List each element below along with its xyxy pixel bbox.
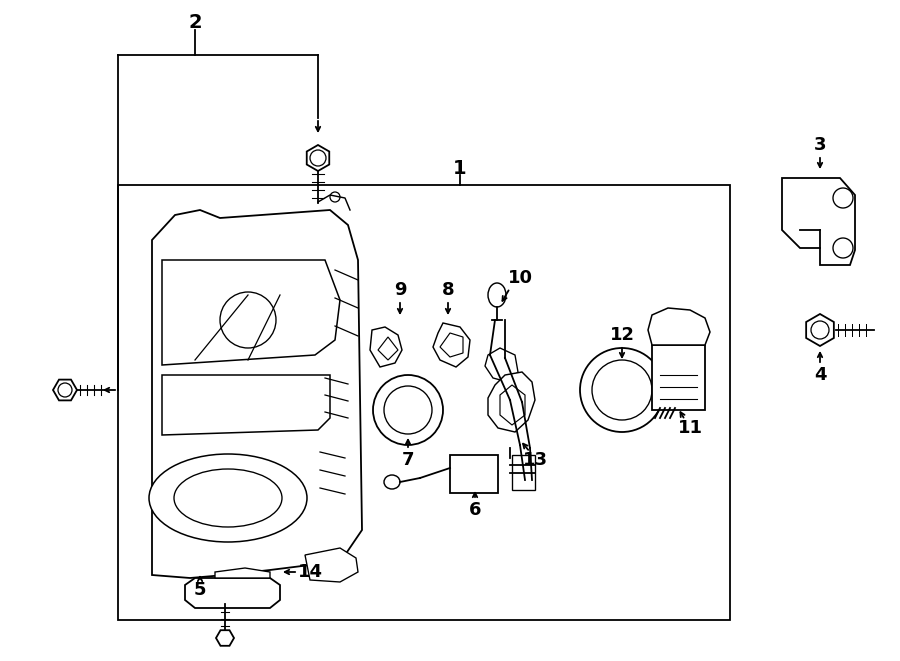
Text: 8: 8	[442, 281, 454, 299]
Circle shape	[330, 192, 340, 202]
Polygon shape	[307, 145, 329, 171]
Text: 4: 4	[814, 366, 826, 384]
Polygon shape	[185, 578, 280, 608]
Circle shape	[384, 386, 432, 434]
Polygon shape	[500, 385, 525, 425]
Polygon shape	[215, 568, 270, 578]
Polygon shape	[378, 337, 398, 360]
Circle shape	[580, 348, 664, 432]
Circle shape	[220, 292, 276, 348]
Polygon shape	[53, 379, 77, 401]
Circle shape	[811, 321, 829, 339]
Text: 5: 5	[194, 581, 206, 599]
Bar	[118, 185, 730, 620]
Text: 13: 13	[523, 451, 547, 469]
Circle shape	[310, 150, 326, 166]
Polygon shape	[512, 455, 535, 490]
Bar	[450, 455, 498, 493]
Text: 7: 7	[401, 451, 414, 469]
Text: 9: 9	[394, 281, 406, 299]
Polygon shape	[433, 323, 470, 367]
Text: 3: 3	[814, 136, 826, 154]
Text: 11: 11	[678, 419, 703, 437]
Ellipse shape	[174, 469, 282, 527]
Polygon shape	[440, 333, 463, 357]
Circle shape	[833, 238, 853, 258]
Text: 10: 10	[508, 269, 533, 287]
Polygon shape	[162, 260, 340, 365]
Circle shape	[373, 375, 443, 445]
Polygon shape	[216, 630, 234, 646]
Circle shape	[592, 360, 652, 420]
Polygon shape	[652, 345, 705, 410]
Polygon shape	[806, 314, 834, 346]
Text: 2: 2	[188, 13, 202, 32]
Polygon shape	[485, 348, 518, 382]
Polygon shape	[648, 308, 710, 345]
Circle shape	[58, 383, 72, 397]
Text: 12: 12	[609, 326, 634, 344]
Text: 1: 1	[454, 159, 467, 178]
Polygon shape	[152, 210, 362, 578]
Ellipse shape	[149, 454, 307, 542]
Polygon shape	[782, 178, 855, 265]
Ellipse shape	[488, 283, 506, 307]
Ellipse shape	[384, 475, 400, 489]
Polygon shape	[488, 372, 535, 432]
Text: 14: 14	[298, 563, 322, 581]
Circle shape	[833, 188, 853, 208]
Polygon shape	[305, 548, 358, 582]
Text: 6: 6	[469, 501, 482, 519]
Polygon shape	[162, 375, 330, 435]
Polygon shape	[370, 327, 402, 367]
